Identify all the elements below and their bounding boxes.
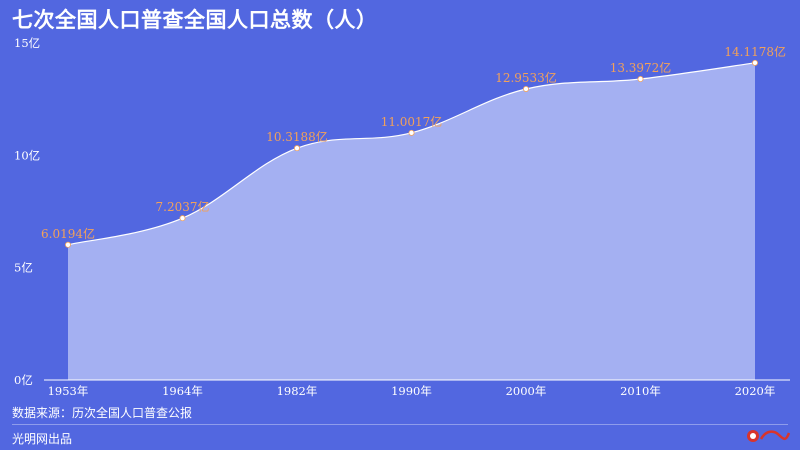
x-tick-label: 2020年 [735, 384, 776, 398]
y-tick-label: 0亿 [14, 373, 33, 387]
y-tick-label: 5亿 [14, 261, 33, 275]
x-tick-label: 2000年 [506, 384, 547, 398]
data-label: 6.0194亿 [41, 226, 95, 241]
x-tick-label: 2010年 [620, 384, 661, 398]
x-tick-label: 1953年 [48, 384, 89, 398]
chart-title: 七次全国人口普查全国人口总数（人） [12, 7, 378, 32]
data-point [179, 215, 186, 222]
publisher-credit: 光明网出品 [12, 432, 73, 446]
x-tick-label: 1990年 [391, 384, 432, 398]
data-point [293, 145, 300, 152]
data-label: 14.1178亿 [724, 44, 786, 59]
x-tick-label: 1982年 [277, 384, 318, 398]
data-source-note: 数据来源：历次全国人口普查公报 [12, 406, 193, 420]
data-label: 12.9533亿 [495, 70, 557, 85]
y-tick-label: 15亿 [14, 36, 40, 50]
data-label: 10.3188亿 [266, 129, 328, 144]
y-tick-label: 10亿 [14, 148, 40, 162]
footer-divider [12, 424, 788, 425]
data-point [523, 85, 530, 92]
data-point [408, 129, 415, 136]
data-point [65, 241, 72, 248]
x-tick-label: 1964年 [162, 384, 203, 398]
data-label: 11.0017亿 [381, 114, 443, 129]
guangming-logo [747, 430, 790, 442]
data-point [637, 76, 644, 83]
area-fill [68, 62, 755, 380]
data-label: 13.3972亿 [610, 60, 672, 75]
data-label: 7.2037亿 [156, 199, 210, 214]
data-point [752, 59, 759, 66]
